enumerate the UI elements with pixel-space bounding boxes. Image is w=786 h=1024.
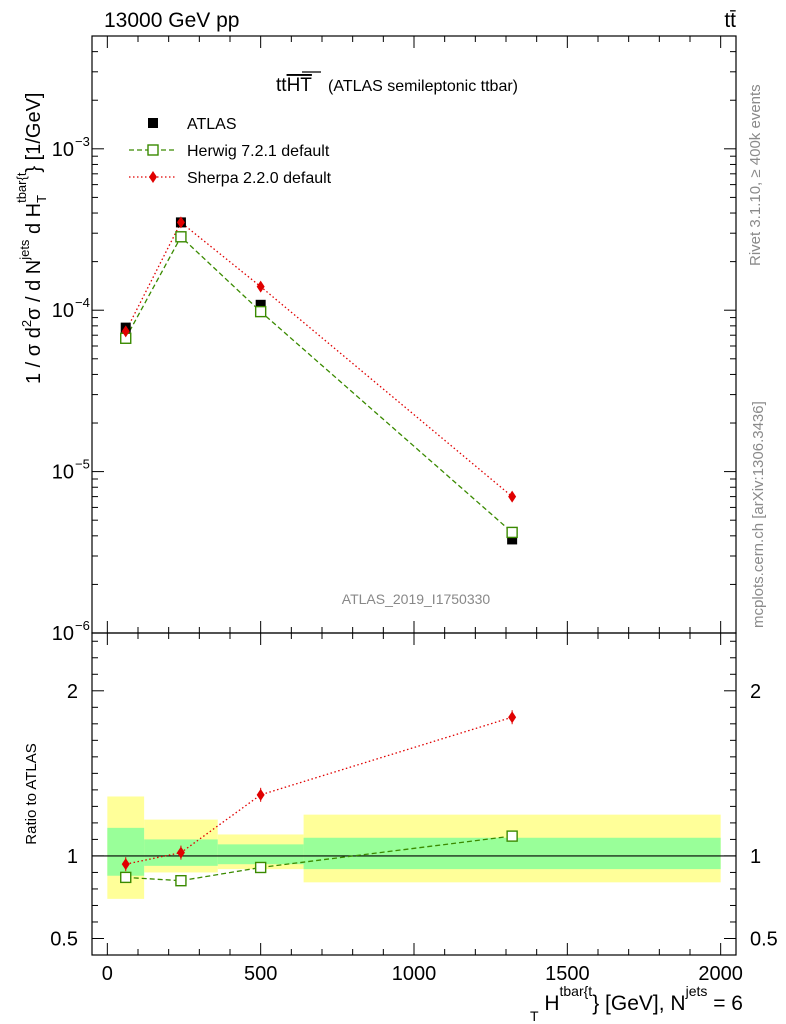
mcplots-label: mcplots.cern.ch [arXiv:1306.3436]	[750, 401, 767, 628]
energy-label: 13000 GeV pp	[104, 9, 239, 32]
ratio-ticks	[92, 633, 736, 955]
x-tick-label: 2000	[698, 963, 743, 985]
sherpa-ratio-line	[125, 716, 513, 865]
main-y-tick-label: 10	[52, 300, 74, 322]
main-y-tick-exponent: −6	[75, 618, 90, 633]
uncertainty-bands	[107, 796, 721, 899]
main-y-tick-labels: 10−610−510−410−3	[52, 134, 90, 645]
herwig-ratio-point	[175, 874, 187, 887]
main-y-tick-label: 10	[52, 623, 74, 645]
ratio-frame	[91, 632, 737, 956]
herwig-ratio-point	[120, 871, 132, 884]
x-tick-label: 0	[102, 963, 113, 985]
ratio-y-tick-label-right: 0.5	[750, 928, 778, 950]
ratio-tick-labels: 0.5 0.5 1 1 2 2 0 500 1000 1500 2000	[50, 681, 778, 985]
herwig-ratio-line	[125, 835, 513, 882]
ratio-series	[120, 710, 518, 887]
main-y-tick-exponent: −3	[75, 134, 90, 149]
sherpa-ratio-point	[256, 788, 265, 801]
legend-sherpa-marker	[149, 171, 157, 183]
sherpa-line	[125, 221, 513, 498]
main-y-tick-label: 10	[52, 139, 74, 161]
ratio-panel: 0.5 0.5 1 1 2 2 0 500 1000 1500 2000 Ratio to ATLA…	[23, 632, 778, 1024]
process-label: tt̄	[724, 9, 736, 32]
sherpa-point	[121, 325, 130, 338]
inner-uncertainty-band	[217, 844, 304, 865]
sherpa-point	[176, 216, 185, 229]
legend-sherpa-label: Sherpa 2.2.0 default	[187, 170, 332, 187]
watermark: ATLAS_2019_I1750330	[342, 591, 491, 607]
sherpa-ratio-point	[508, 711, 517, 724]
sherpa-point	[508, 490, 517, 503]
x-tick-label: 1500	[545, 963, 590, 985]
ratio-y-tick-label-right: 1	[750, 846, 761, 868]
main-ticks	[92, 35, 736, 634]
main-y-tick-exponent: −5	[75, 457, 90, 472]
main-y-axis-label: 1 / σ d2σ / d Njets d HTtbar{t} [1/GeV]	[14, 93, 49, 385]
plot-subtitle: (ATLAS semileptonic ttbar)	[328, 78, 518, 95]
legend-atlas-marker	[148, 118, 158, 128]
inner-uncertainty-band	[303, 837, 721, 870]
main-panel: 10−610−510−410−3 ttHT (ATLAS semileptoni…	[14, 35, 737, 645]
legend-herwig-marker	[147, 144, 159, 156]
herwig-point	[175, 231, 187, 243]
legend-herwig-label: Herwig 7.2.1 default	[187, 143, 330, 160]
ratio-y-tick-label-left: 1	[67, 846, 78, 868]
x-tick-label: 500	[244, 963, 277, 985]
herwig-line	[125, 235, 513, 533]
legend-atlas-label: ATLAS	[187, 116, 237, 133]
herwig-point	[506, 526, 518, 539]
herwig-ratio-point	[254, 861, 267, 874]
sherpa-ratio-point	[121, 858, 130, 871]
ratio-y-tick-label-left: 2	[67, 681, 78, 703]
main-y-tick-label: 10	[52, 462, 74, 484]
sherpa-ratio-point	[176, 846, 185, 859]
x-axis-label: Htbar{t} [GeV], Njets = 6	[544, 983, 743, 1015]
rivet-label: Rivet 3.1.10, ≥ 400k events	[747, 84, 764, 266]
herwig-ratio-point	[506, 830, 518, 842]
legend: ATLAS Herwig 7.2.1 default Sherpa 2.2.0 …	[129, 116, 332, 187]
plot-title: ttHT	[276, 75, 312, 96]
x-axis-label-sub-t: T	[530, 1008, 539, 1024]
atlas-point	[255, 299, 266, 310]
sherpa-point	[256, 280, 265, 293]
x-tick-label: 1000	[392, 963, 437, 985]
herwig-point	[254, 305, 267, 318]
ratio-y-tick-label-right: 2	[750, 681, 761, 703]
main-y-tick-exponent: −4	[75, 295, 90, 310]
ratio-y-axis-label: Ratio to ATLAS	[23, 743, 40, 844]
main-series	[120, 216, 518, 545]
atlas-point	[507, 534, 518, 545]
ratio-y-tick-label-left: 0.5	[50, 928, 78, 950]
